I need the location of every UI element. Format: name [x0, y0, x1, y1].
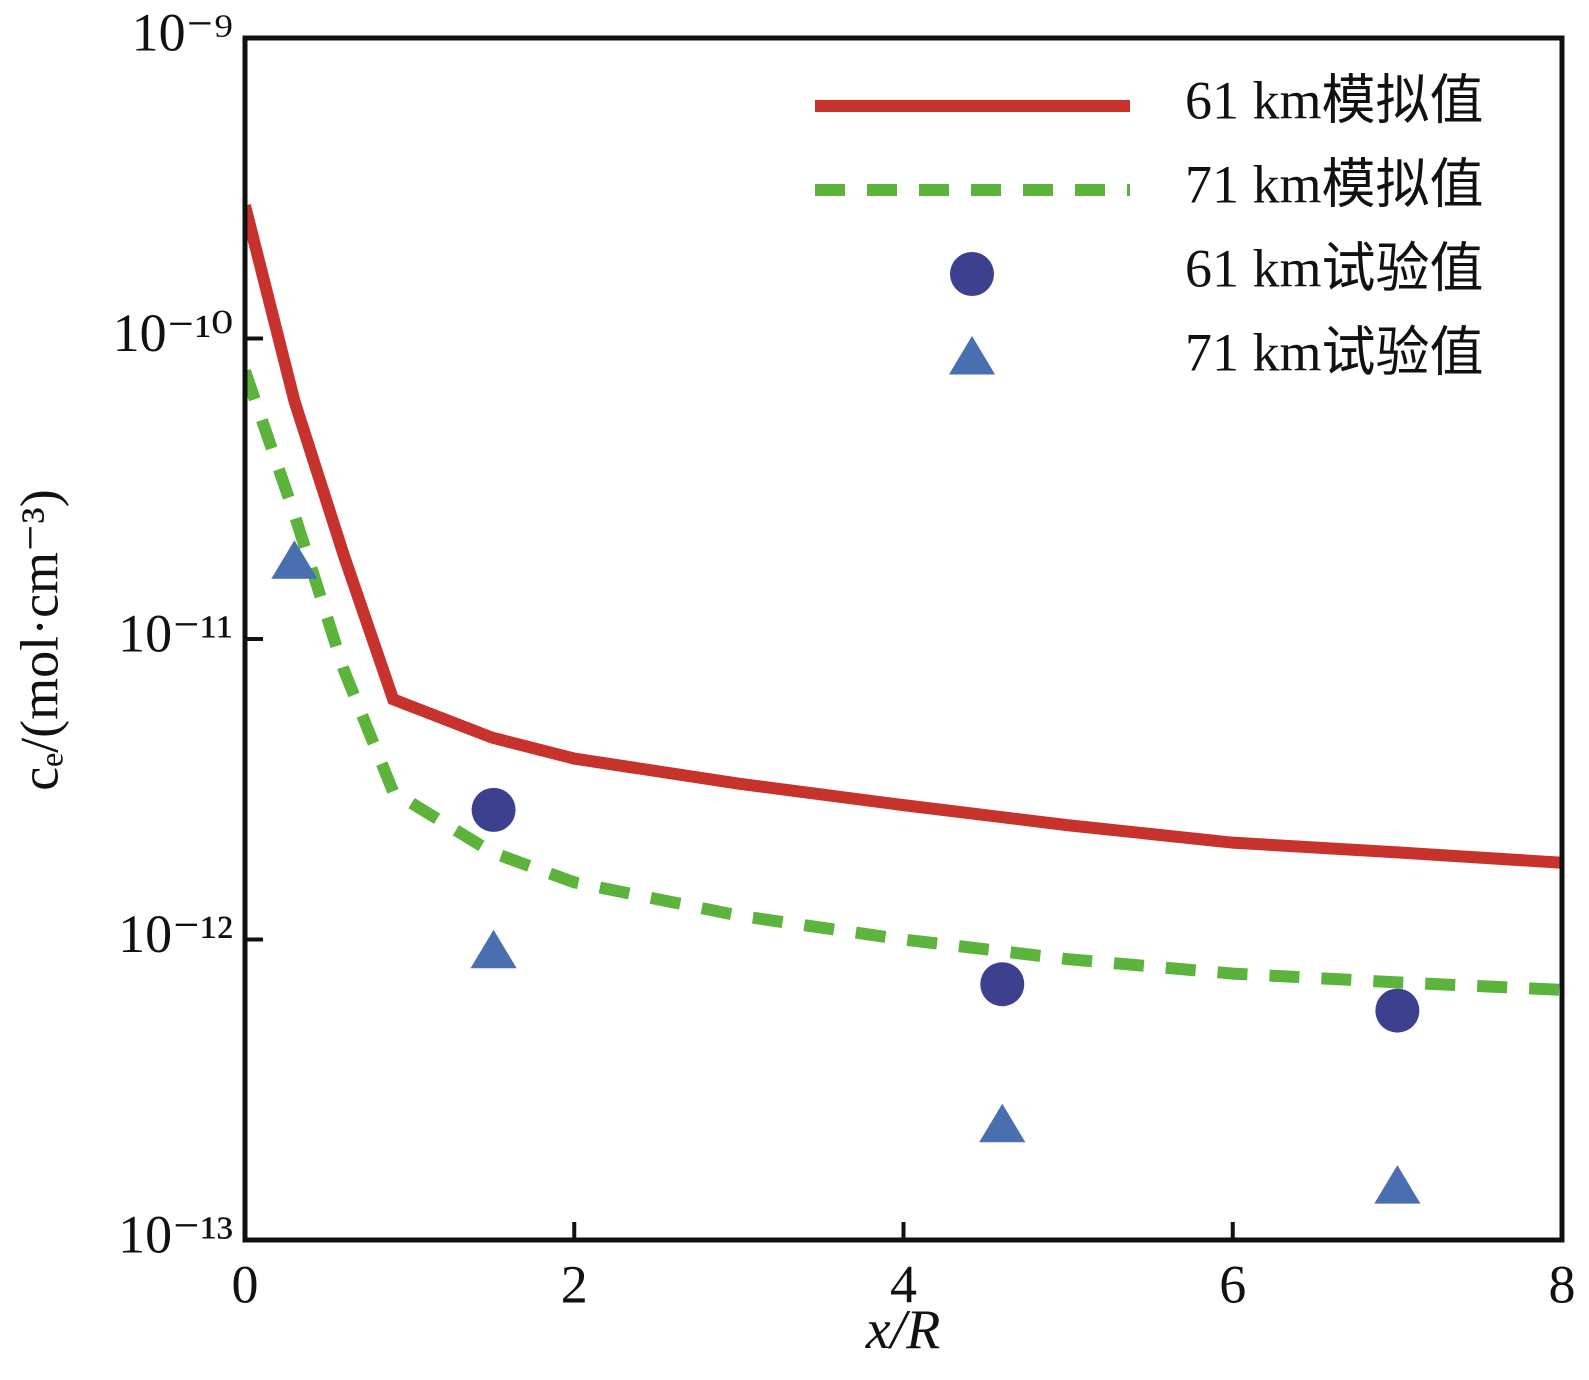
legend-label: 71 km模拟值	[1185, 154, 1484, 214]
data-point	[979, 1103, 1026, 1143]
x-axis-label: x/R	[865, 1299, 941, 1361]
legend-label: 71 km试验值	[1185, 322, 1484, 382]
x-tick-label: 6	[1219, 1254, 1246, 1314]
data-point	[470, 929, 517, 969]
data-point	[1374, 1165, 1421, 1204]
plot-frame	[242, 35, 1565, 1243]
y-tick-label: 10⁻¹⁰	[113, 303, 233, 363]
y-tick-label: 10⁻⁹	[132, 2, 233, 62]
y-tick-label: 10⁻¹³	[118, 1204, 233, 1264]
data-point	[950, 252, 994, 296]
legend-label: 61 km试验值	[1185, 238, 1484, 298]
legend-label: 61 km模拟值	[1185, 70, 1484, 130]
x-tick-label: 8	[1549, 1254, 1576, 1314]
data-line	[245, 368, 1562, 996]
data-point	[980, 962, 1025, 1007]
data-line	[245, 204, 1562, 869]
data-point	[471, 787, 516, 832]
y-axis-label: cₑ/(mol·cm⁻³)	[9, 489, 69, 790]
x-tick-label: 0	[232, 1254, 259, 1314]
x-tick-label: 4	[890, 1254, 917, 1314]
data-point	[271, 540, 318, 579]
plot-area	[245, 204, 1562, 1204]
y-tick-label: 10⁻¹¹	[118, 603, 233, 663]
data-point	[1375, 988, 1420, 1033]
data-point	[948, 336, 996, 375]
x-tick-label: 2	[561, 1254, 588, 1314]
y-tick-label: 10⁻¹²	[118, 904, 233, 964]
